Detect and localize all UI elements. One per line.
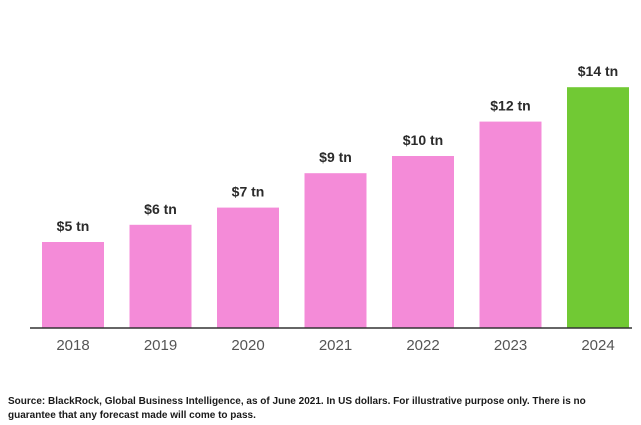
value-label-2024: $14 tn [578,63,618,79]
value-label-2019: $6 tn [144,201,177,217]
bar-chart: $5 tn $6 tn $7 tn $9 tn $10 tn $12 tn $14 tn 2… [30,63,632,354]
tick-label-2024: 2024 [581,337,614,354]
value-label-2020: $7 tn [232,184,265,200]
tick-label-2019: 2019 [144,337,177,354]
value-labels-layer: $5 tn $6 tn $7 tn $9 tn $10 tn $12 tn $14 tn [57,63,619,234]
value-label-2018: $5 tn [57,218,90,234]
bars-layer [42,87,629,328]
value-label-2022: $10 tn [403,132,443,148]
bar-2020 [217,207,279,328]
tick-label-2023: 2023 [494,337,527,354]
value-label-2023: $12 tn [490,98,530,114]
value-label-2021: $9 tn [319,149,352,165]
bar-2019 [129,224,192,328]
bar-2023 [479,121,542,328]
bar-2021 [304,173,367,328]
bar-2018 [42,242,104,328]
tick-label-2022: 2022 [406,337,439,354]
tick-label-2018: 2018 [56,337,89,354]
bar-2024 [567,87,629,328]
tick-label-2021: 2021 [319,337,352,354]
tick-label-2020: 2020 [231,337,264,354]
bar-2022 [392,156,454,328]
x-tick-labels: 2018 2019 2020 2021 2022 2023 2024 [56,337,614,354]
source-footnote: Source: BlackRock, Global Business Intel… [8,396,586,421]
